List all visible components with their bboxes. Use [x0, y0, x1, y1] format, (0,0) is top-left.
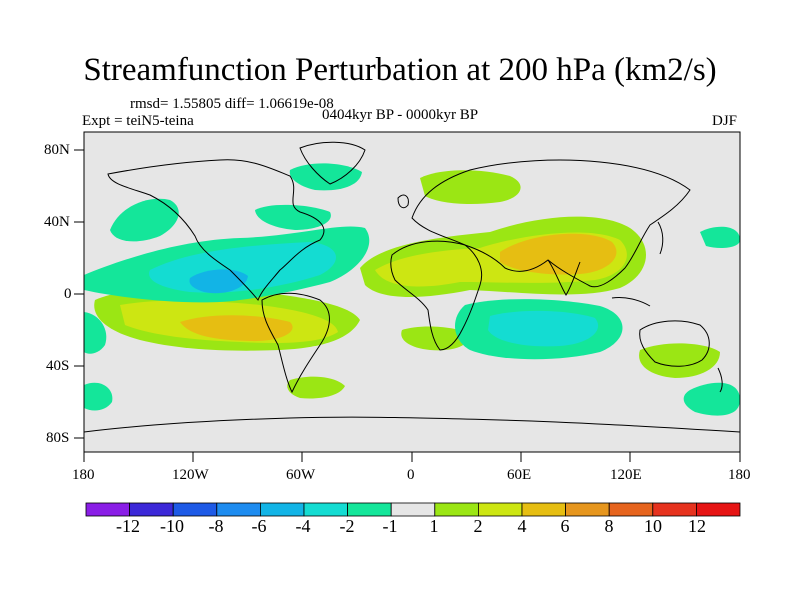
colorbar-swatch — [696, 502, 741, 517]
coastline-antarctica — [84, 416, 740, 433]
colorbar-label: 12 — [688, 516, 706, 536]
colorbar-label: -10 — [160, 516, 184, 536]
negative-region-pacific-north-peak — [189, 269, 248, 294]
negative-region-north-pacific-high — [110, 198, 179, 242]
colorbar-label: -6 — [251, 516, 267, 536]
coastline-indonesia — [611, 297, 651, 307]
lat-label-80s: 80S — [46, 430, 70, 446]
lon-label-60e: 60E — [507, 467, 532, 483]
experiment-label: Expt = teiN5-teina — [82, 113, 194, 129]
lat-label-0: 0 — [64, 286, 72, 302]
coastline-eurasia — [411, 159, 691, 288]
colorbar-label: 2 — [473, 516, 483, 536]
colorbar-label: 6 — [560, 516, 570, 536]
lat-label-40n: 40N — [44, 214, 70, 230]
coastlines — [84, 141, 740, 433]
colorbar-label: 8 — [604, 516, 614, 536]
negative-region-west-edge — [84, 312, 107, 354]
lon-label-60w: 60W — [286, 467, 316, 483]
colorbar-label: 1 — [429, 516, 439, 536]
negative-region-southeast — [683, 382, 740, 416]
lat-label-40s: 40S — [46, 358, 70, 374]
colorbar-label: 4 — [517, 516, 527, 536]
coastline-india — [547, 259, 581, 296]
positive-region-asia-peak — [500, 233, 617, 275]
colorbar-label: 10 — [644, 516, 662, 536]
coastline-north-america — [107, 159, 325, 301]
coastline-australia — [639, 320, 710, 367]
lon-label-120e: 120E — [610, 467, 642, 483]
lon-label-120w: 120W — [172, 467, 209, 483]
lon-label-0: 0 — [407, 467, 415, 483]
colorbar-label: -4 — [295, 516, 311, 536]
colorbar-label: -12 — [116, 516, 140, 536]
coastline-south-america — [261, 292, 330, 394]
lon-label-180w: 180 — [72, 467, 95, 483]
coastline-japan — [657, 221, 664, 255]
negative-region-indian-south-core — [488, 310, 599, 347]
longitude-ticks — [83, 452, 741, 462]
coastline-new-zealand — [717, 367, 723, 393]
negative-region-canada — [255, 204, 331, 230]
negative-region-east-edge — [700, 226, 740, 248]
period-label: 0404kyr BP - 0000kyr BP — [322, 107, 479, 123]
latitude-ticks — [74, 149, 84, 439]
lon-label-180e: 180 — [728, 467, 751, 483]
coastline-uk — [397, 194, 409, 209]
map-title: Streamfunction Perturbation at 200 hPa (… — [83, 52, 717, 88]
lat-label-80n: 80N — [44, 142, 70, 158]
negative-region-arctic — [289, 163, 362, 191]
coastline-greenland — [299, 141, 366, 185]
season-label: DJF — [712, 113, 738, 129]
positive-region-pacific-peak — [180, 315, 293, 342]
positive-region-atlantic-south — [287, 376, 345, 399]
positive-region-indian — [639, 343, 720, 378]
colorbar — [85, 502, 741, 517]
colorbar-label: -1 — [382, 516, 398, 536]
colorbar-label: -2 — [339, 516, 355, 536]
negative-region-southern — [84, 382, 113, 411]
colorbar-label: -8 — [208, 516, 224, 536]
positive-region-europe — [420, 170, 521, 204]
stats-text: rmsd= 1.55805 diff= 1.06619e-08 — [130, 96, 334, 112]
